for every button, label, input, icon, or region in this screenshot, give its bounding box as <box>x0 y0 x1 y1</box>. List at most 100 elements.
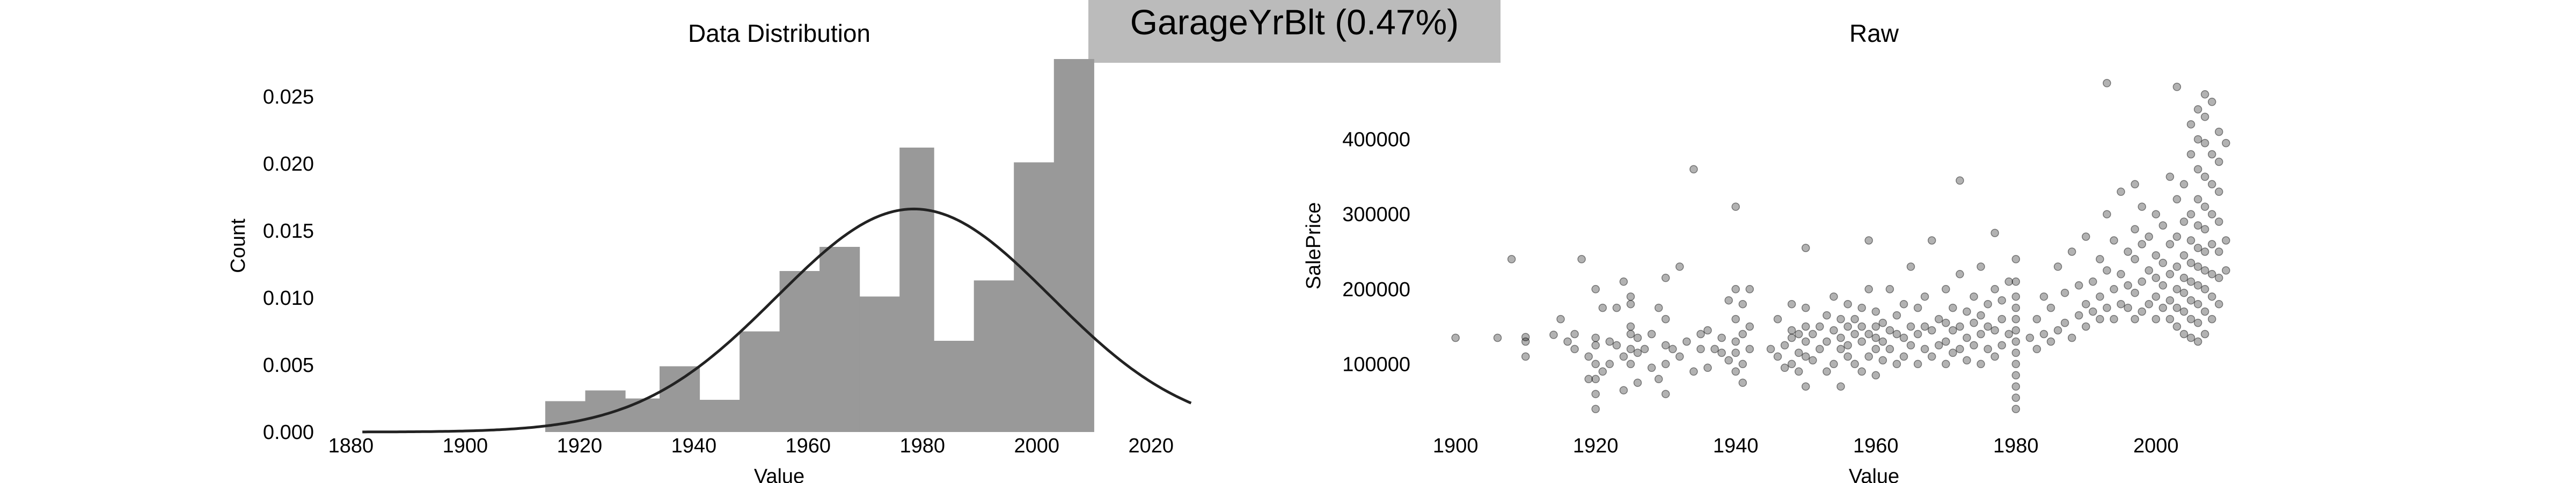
dist-y-tick-0: 0.000 <box>263 421 314 444</box>
raw-point-175 <box>1977 262 1985 271</box>
raw-point-222 <box>2096 292 2104 301</box>
raw-point-97 <box>1816 345 1824 354</box>
raw-point-265 <box>2172 285 2182 294</box>
raw-point-220 <box>2089 277 2097 286</box>
raw-point-43 <box>1654 303 1663 312</box>
raw-point-191 <box>2011 371 2021 380</box>
raw-point-162 <box>1956 345 1964 354</box>
raw-point-46 <box>1661 341 1670 350</box>
raw-point-239 <box>2131 255 2139 264</box>
raw-point-136 <box>1892 330 1901 339</box>
raw-x-tick-2: 1940 <box>1713 435 1759 457</box>
raw-point-247 <box>2145 266 2153 275</box>
raw-point-212 <box>2067 333 2076 342</box>
raw-point-148 <box>1920 322 1929 331</box>
raw-point-235 <box>2124 281 2132 290</box>
dist-bar-13 <box>1053 59 1094 432</box>
raw-point-134 <box>1885 285 1894 294</box>
raw-point-252 <box>2151 251 2161 260</box>
raw-point-308 <box>2207 314 2216 324</box>
raw-point-76 <box>1745 285 1754 294</box>
raw-point-189 <box>2011 393 2021 402</box>
dist-x-tick-7: 2020 <box>1129 435 1174 457</box>
raw-point-233 <box>2117 187 2125 196</box>
raw-point-245 <box>2138 202 2146 211</box>
raw-point-154 <box>1934 314 1943 324</box>
raw-point-139 <box>1899 333 1908 342</box>
raw-point-2 <box>1507 255 1516 264</box>
raw-point-201 <box>2025 333 2035 342</box>
raw-point-198 <box>2011 292 2021 301</box>
raw-point-31 <box>1626 345 1635 354</box>
raw-point-214 <box>2074 311 2083 320</box>
raw-point-125 <box>1871 345 1880 354</box>
raw-point-86 <box>1794 367 1803 376</box>
raw-point-254 <box>2158 303 2168 312</box>
raw-point-138 <box>1899 352 1908 361</box>
raw-point-79 <box>1773 314 1782 324</box>
raw-point-77 <box>1766 345 1775 354</box>
dist-y-tick-1: 0.005 <box>263 354 314 377</box>
dist-x-label: Value <box>754 465 804 483</box>
dist-y-tick-5: 0.025 <box>263 86 314 108</box>
raw-point-190 <box>2011 382 2021 391</box>
raw-point-32 <box>1626 330 1635 339</box>
raw-point-211 <box>2060 288 2069 297</box>
raw-point-193 <box>2011 348 2021 357</box>
raw-point-259 <box>2165 296 2175 305</box>
raw-point-103 <box>1829 326 1838 335</box>
raw-point-291 <box>2193 244 2202 252</box>
raw-point-303 <box>2200 202 2209 211</box>
raw-point-65 <box>1731 348 1740 357</box>
raw-point-6 <box>1549 331 1558 339</box>
raw-point-284 <box>2186 150 2196 159</box>
raw-point-216 <box>2082 322 2090 331</box>
raw-point-4 <box>1521 333 1530 341</box>
raw-point-157 <box>1942 318 1950 327</box>
raw-point-45 <box>1661 360 1670 369</box>
raw-point-158 <box>1942 285 1950 294</box>
raw-point-90 <box>1801 352 1810 361</box>
raw-point-112 <box>1843 299 1852 309</box>
raw-point-40 <box>1647 330 1656 339</box>
raw-x-tick-4: 1980 <box>1993 435 2039 457</box>
raw-point-307 <box>2200 90 2209 99</box>
raw-point-48 <box>1661 274 1670 282</box>
raw-point-230 <box>2110 236 2118 245</box>
raw-point-277 <box>2186 333 2196 342</box>
raw-point-113 <box>1850 360 1859 369</box>
dist-x-tick-6: 2000 <box>1014 435 1060 457</box>
raw-point-286 <box>2193 337 2202 346</box>
raw-point-82 <box>1787 360 1796 369</box>
raw-point-262 <box>2165 172 2175 181</box>
raw-point-176 <box>1984 345 1992 354</box>
raw-point-166 <box>1963 356 1971 365</box>
raw-point-56 <box>1696 330 1705 339</box>
raw-point-87 <box>1794 348 1803 357</box>
raw-point-26 <box>1612 303 1621 312</box>
raw-point-89 <box>1801 382 1810 391</box>
raw-point-315 <box>2207 98 2216 106</box>
raw-point-263 <box>2172 322 2182 331</box>
raw-scatter-panel: Raw 1900 1920 1940 1960 1980 2000 100000 20000… <box>1302 19 2230 483</box>
raw-y-label: SalePrice <box>1302 202 1325 290</box>
suptitle-box <box>1088 0 1501 63</box>
raw-point-289 <box>2193 281 2202 290</box>
raw-point-93 <box>1801 303 1810 312</box>
raw-point-274 <box>2179 251 2189 260</box>
raw-point-70 <box>1738 378 1747 387</box>
raw-point-268 <box>2172 195 2182 204</box>
raw-point-226 <box>2103 210 2111 218</box>
raw-point-62 <box>1724 356 1733 365</box>
dist-bar-6 <box>779 271 820 432</box>
raw-point-143 <box>1906 262 1915 271</box>
raw-point-317 <box>2214 274 2223 282</box>
raw-point-108 <box>1836 314 1845 324</box>
raw-point-120 <box>1864 352 1873 361</box>
raw-point-167 <box>1963 333 1971 342</box>
raw-point-227 <box>2103 79 2111 87</box>
dist-x-tick-2: 1920 <box>557 435 603 457</box>
raw-point-170 <box>1970 318 1978 327</box>
raw-point-155 <box>1942 360 1950 369</box>
